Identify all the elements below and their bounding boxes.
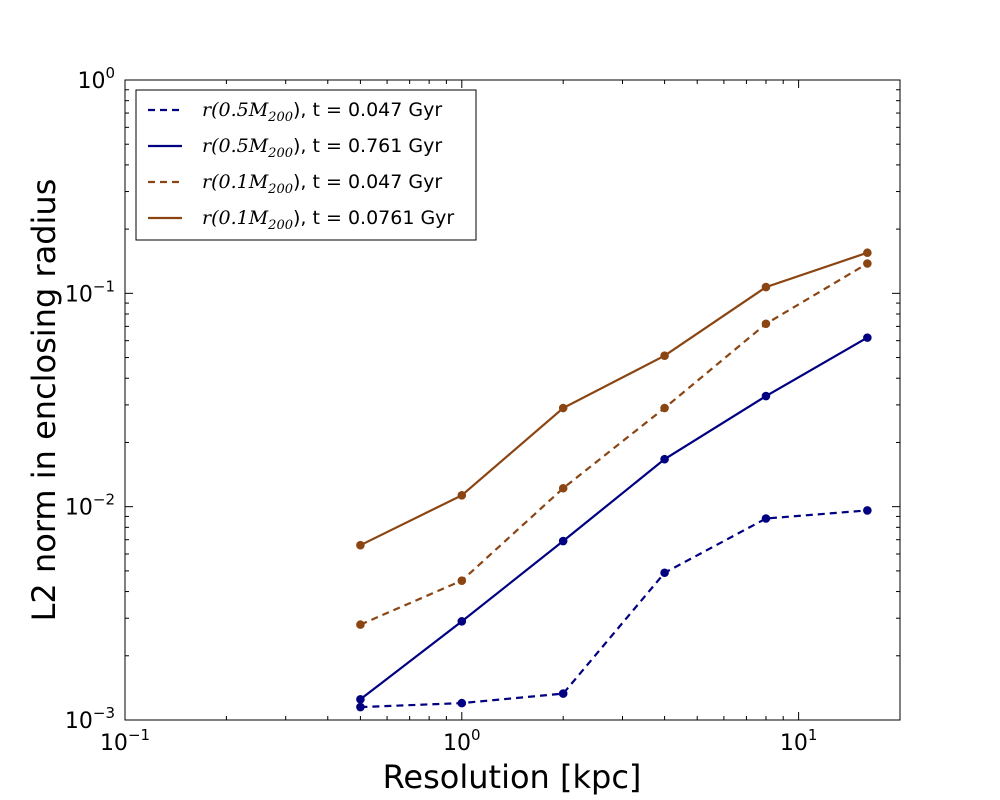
- data-point: [761, 391, 771, 401]
- data-point: [457, 576, 467, 585]
- y-tick-label: 10−1: [65, 277, 115, 307]
- data-point: [660, 351, 669, 361]
- legend-entry: r(0.5M200), t = 0.047 Gyr: [148, 99, 442, 125]
- data-point: [558, 483, 568, 493]
- data-point: [660, 454, 669, 464]
- data-point: [761, 282, 771, 292]
- y-tick-label: 10−3: [65, 704, 115, 734]
- legend-entry: r(0.1M200), t = 0.0761 Gyr: [148, 207, 454, 233]
- legend-entry: r(0.5M200), t = 0.761 Gyr: [148, 135, 442, 161]
- data-point: [863, 248, 872, 258]
- x-axis-label: Resolution [kpc]: [383, 758, 642, 796]
- data-point: [558, 403, 568, 413]
- series-line: [359, 336, 868, 701]
- series-line: [359, 251, 868, 547]
- data-point: [660, 403, 669, 413]
- series-2: [356, 333, 872, 704]
- tick-labels: 10−1 100 101 10−3 10−2 10−1 100: [65, 64, 818, 756]
- data-point: [558, 536, 568, 546]
- y-axis-label: L2 norm in enclosing radius: [25, 179, 63, 622]
- series-line: [360, 509, 868, 709]
- data-point: [457, 491, 467, 500]
- data-point: [356, 620, 365, 629]
- legend-box: [135, 89, 477, 241]
- plot-frame: [124, 79, 901, 721]
- data-point: [356, 540, 365, 550]
- series-1: [356, 506, 872, 712]
- data-point: [356, 702, 365, 712]
- data-point: [356, 695, 365, 704]
- legend: r(0.5M200), t = 0.047 Gyr r(0.5M200), t =…: [135, 89, 477, 241]
- data-point: [863, 259, 872, 268]
- data-point: [660, 568, 669, 578]
- series-line: [359, 262, 868, 626]
- series-group: [356, 248, 872, 712]
- legend-label: r(0.1M200), t = 0.047 Gyr: [202, 171, 442, 197]
- data-point: [558, 689, 568, 698]
- legend-label: r(0.5M200), t = 0.047 Gyr: [202, 99, 442, 125]
- data-point: [863, 506, 872, 515]
- x-tick-label: 101: [780, 726, 818, 756]
- data-point: [761, 319, 771, 329]
- legend-label: r(0.1M200), t = 0.0761 Gyr: [202, 207, 454, 233]
- x-tick-label: 100: [443, 726, 481, 756]
- y-tick-label: 10−2: [65, 491, 115, 521]
- data-point: [863, 333, 872, 342]
- y-tick-label: 100: [77, 64, 115, 94]
- series-4: [356, 248, 872, 550]
- minor-ticks: [125, 80, 901, 720]
- data-point: [457, 698, 467, 708]
- legend-label: r(0.5M200), t = 0.761 Gyr: [202, 135, 442, 161]
- legend-entry: r(0.1M200), t = 0.047 Gyr: [148, 171, 442, 197]
- x-tick-label: 10−1: [100, 726, 150, 756]
- series-3: [356, 259, 872, 629]
- data-point: [761, 514, 771, 523]
- data-point: [457, 617, 467, 626]
